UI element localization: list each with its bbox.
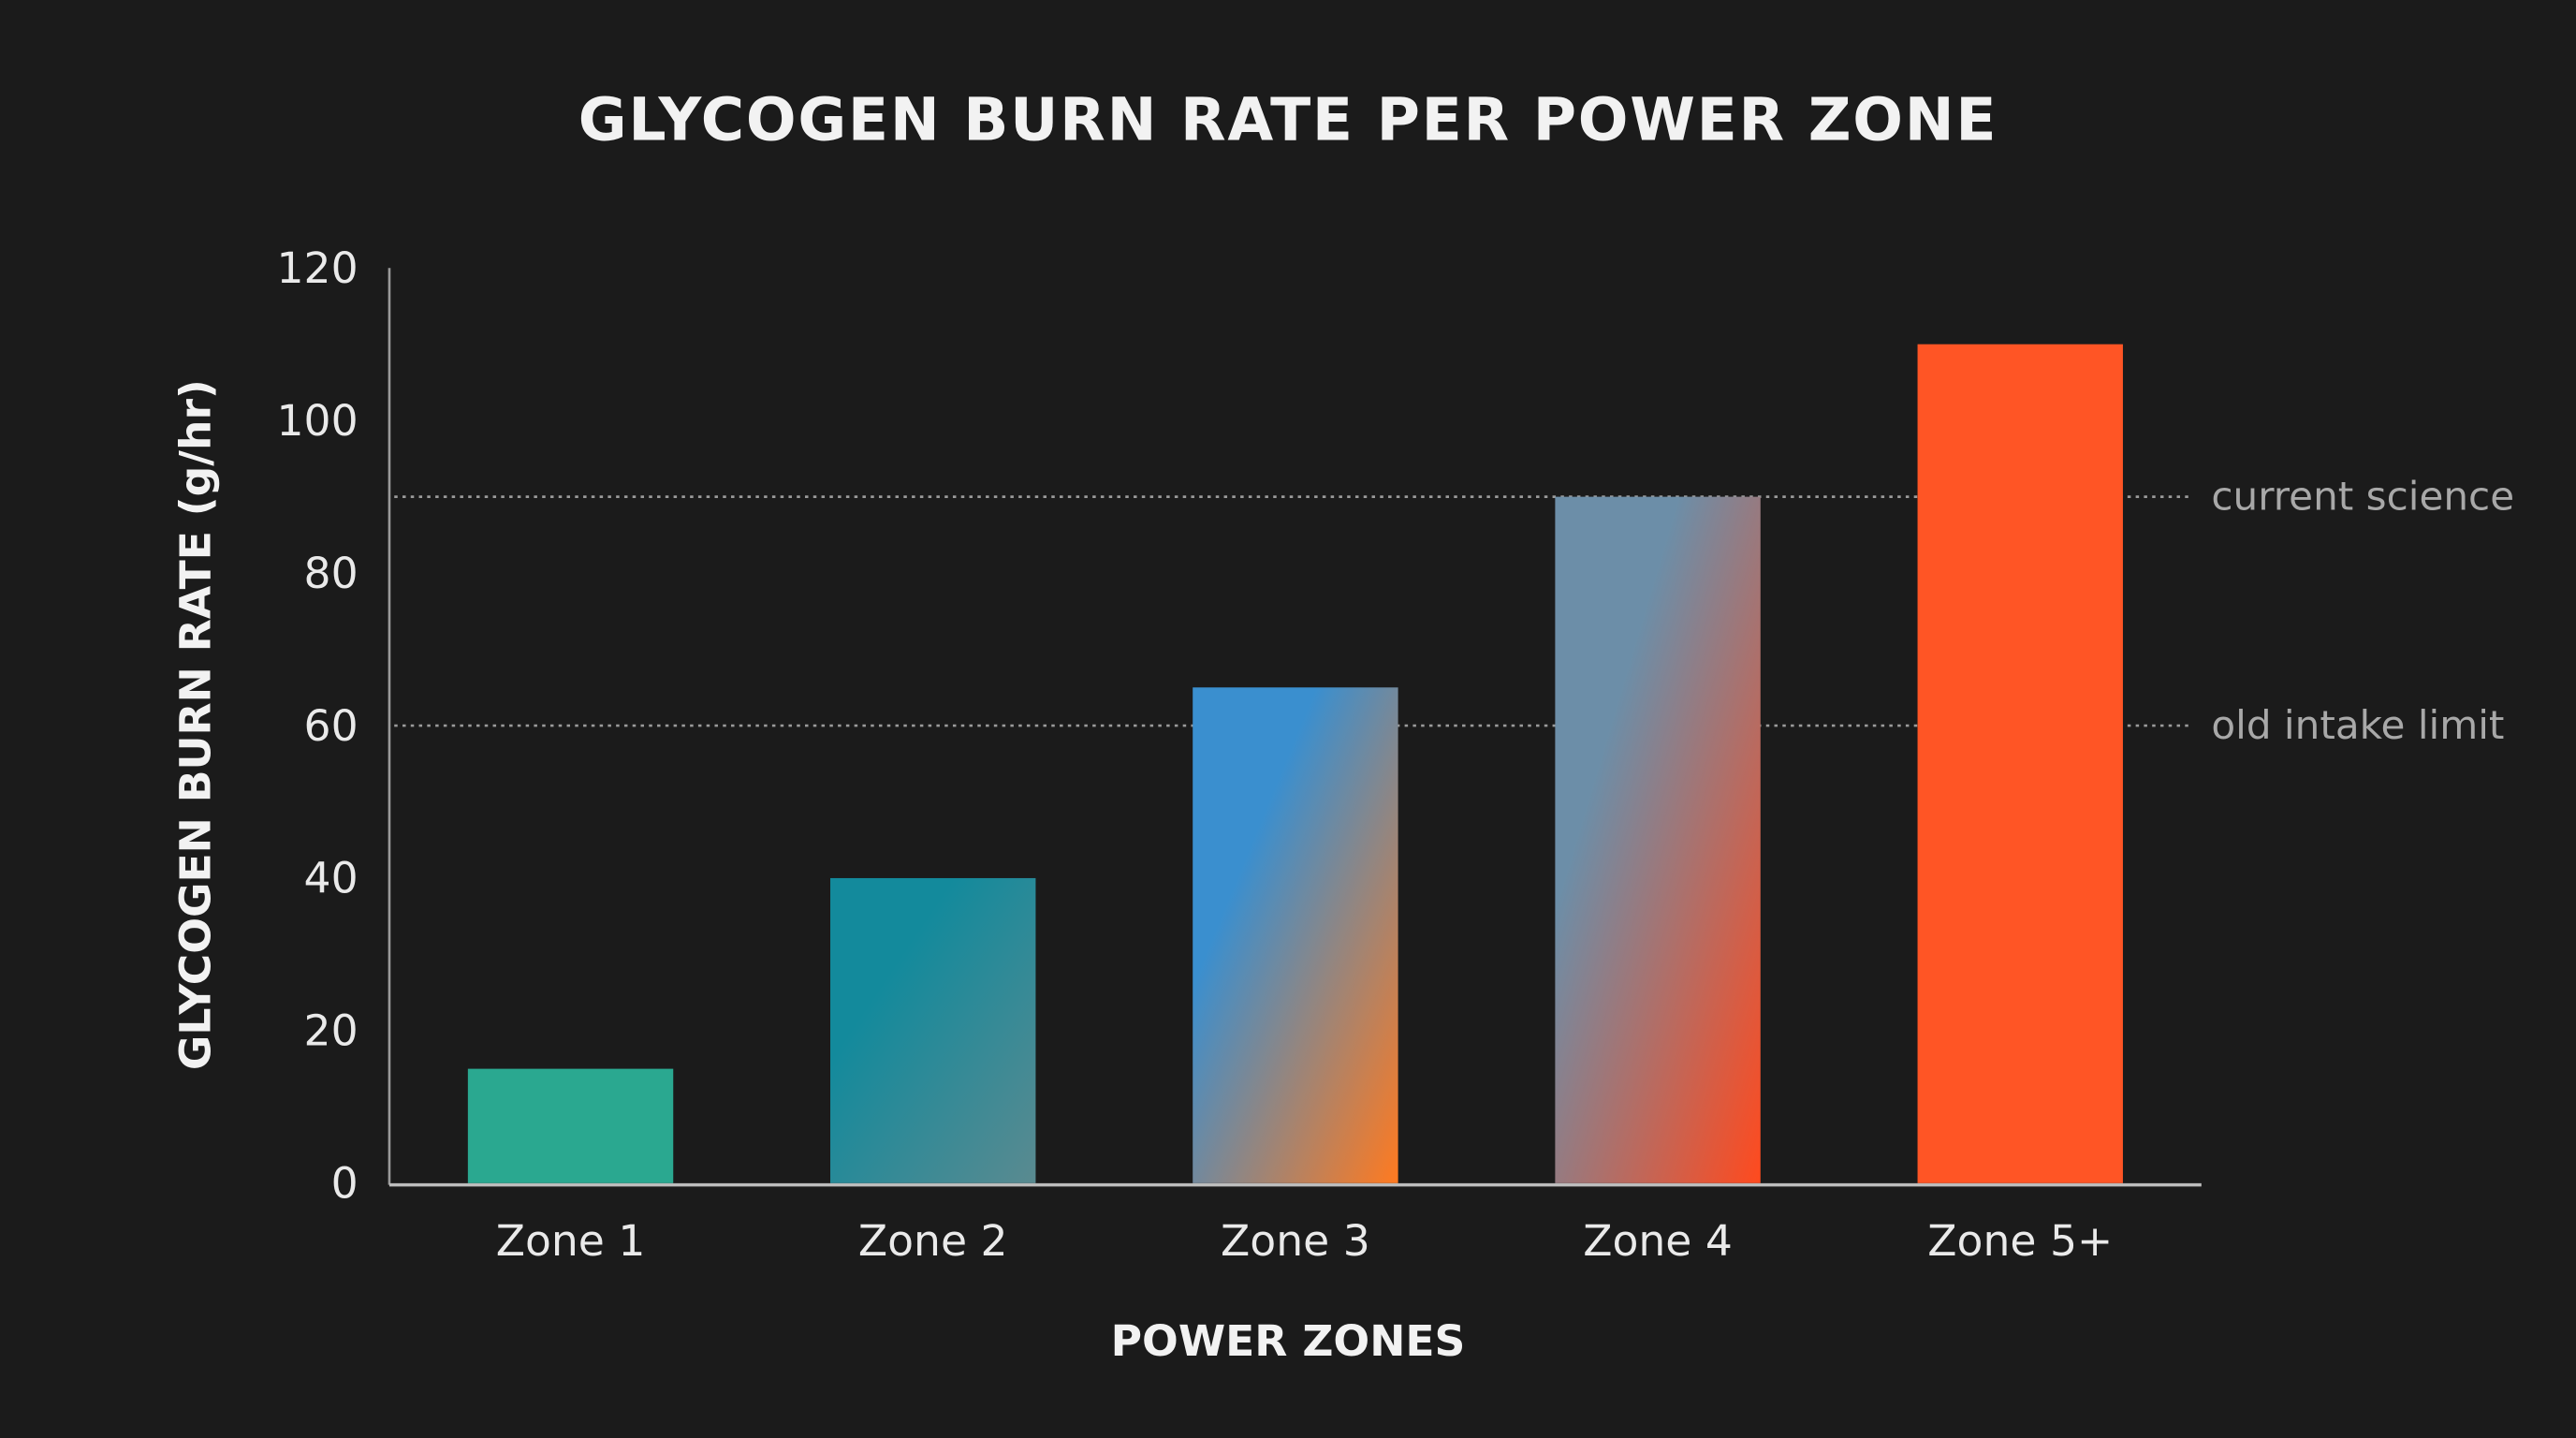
bar-zone-1 <box>467 1068 674 1183</box>
y-tick-label: 100 <box>277 396 359 446</box>
x-axis-label: POWER ZONES <box>1111 1316 1466 1366</box>
y-tick-label: 60 <box>304 701 359 751</box>
bar-zone-4 <box>1555 496 1761 1183</box>
x-tick-label: Zone 5+ <box>1927 1216 2113 1266</box>
y-axis-label: GLYCOGEN BURN RATE (g/hr) <box>171 379 221 1070</box>
reference-line-label: current science <box>2211 474 2514 520</box>
bar-zone-5- <box>1917 344 2123 1183</box>
y-tick-label: 40 <box>304 854 359 903</box>
y-tick-label: 120 <box>277 243 359 293</box>
chart-title: GLYCOGEN BURN RATE PER POWER ZONE <box>578 84 1998 154</box>
bar-zone-3 <box>1193 687 1398 1183</box>
reference-line-label: old intake limit <box>2211 702 2504 748</box>
x-tick-label: Zone 2 <box>858 1216 1008 1266</box>
x-tick-label: Zone 4 <box>1583 1216 1733 1266</box>
y-tick-label: 0 <box>331 1159 359 1209</box>
x-tick-label: Zone 3 <box>1221 1216 1370 1266</box>
bar-zone-2 <box>830 877 1036 1183</box>
y-tick-label: 20 <box>304 1006 359 1056</box>
x-tick-label: Zone 1 <box>496 1216 646 1266</box>
y-tick-label: 80 <box>304 549 359 598</box>
